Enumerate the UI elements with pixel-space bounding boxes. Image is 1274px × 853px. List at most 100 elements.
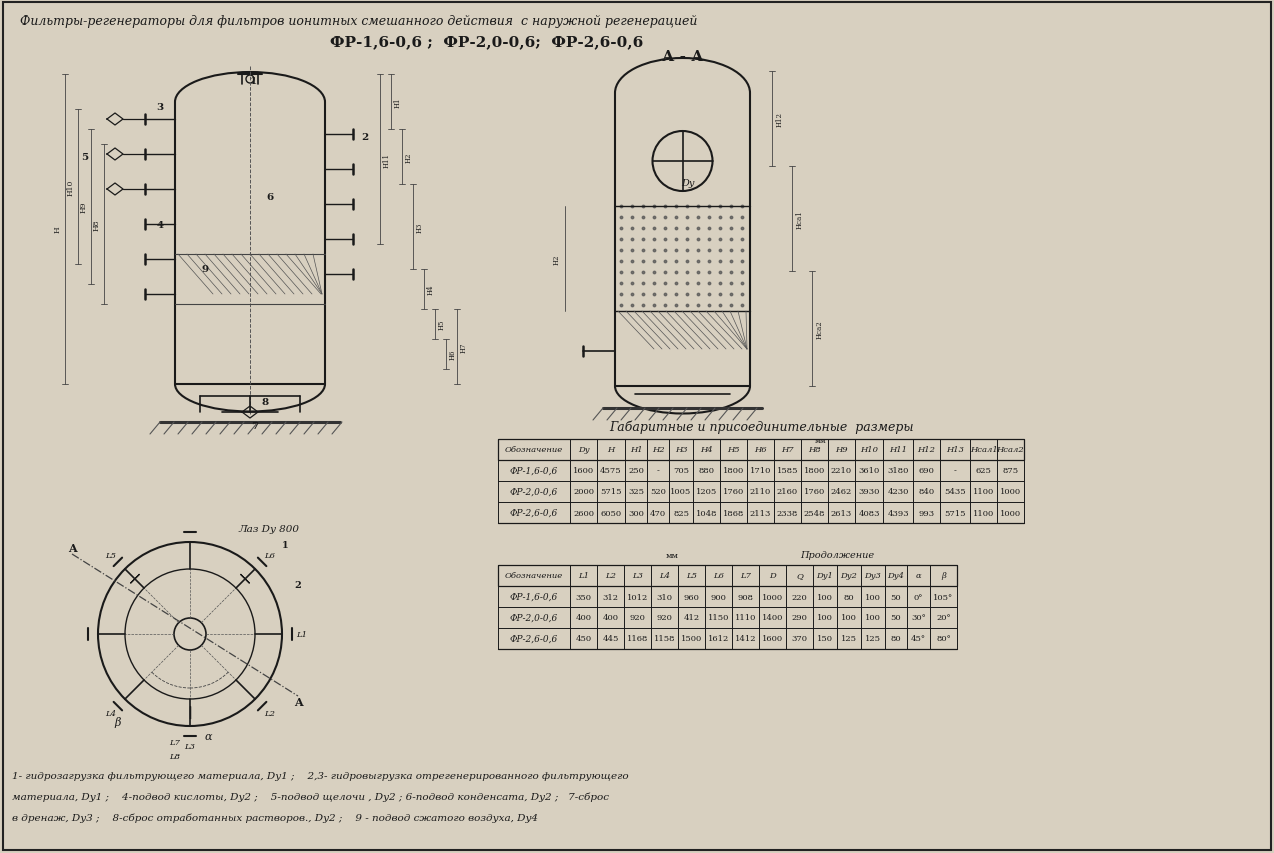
- Text: 3180: 3180: [887, 467, 908, 475]
- Text: 300: 300: [628, 509, 643, 517]
- Text: H: H: [608, 446, 614, 454]
- Text: 880: 880: [698, 467, 715, 475]
- Text: H9: H9: [80, 201, 88, 213]
- Text: 825: 825: [673, 509, 689, 517]
- Bar: [498, 439, 1024, 461]
- Text: L1: L1: [297, 630, 307, 638]
- Text: 125: 125: [841, 635, 857, 643]
- Text: 125: 125: [865, 635, 882, 643]
- Text: H11: H11: [383, 153, 391, 167]
- Text: L3: L3: [185, 742, 195, 750]
- Text: А - А: А - А: [661, 50, 703, 64]
- Text: Нсал2: Нсал2: [996, 446, 1024, 454]
- Text: 80°: 80°: [936, 635, 950, 643]
- Text: 900: 900: [711, 593, 726, 601]
- Text: 6050: 6050: [600, 509, 622, 517]
- Text: 920: 920: [656, 614, 673, 622]
- Text: L3: L3: [632, 572, 643, 580]
- Text: 250: 250: [628, 467, 643, 475]
- Text: 1012: 1012: [627, 593, 648, 601]
- Text: L7: L7: [740, 572, 750, 580]
- Text: 1048: 1048: [696, 509, 717, 517]
- Text: 920: 920: [629, 614, 646, 622]
- Text: 1585: 1585: [777, 467, 799, 475]
- Text: 1: 1: [282, 540, 288, 548]
- Text: 45°: 45°: [911, 635, 926, 643]
- Text: H7: H7: [781, 446, 794, 454]
- Bar: [498, 566, 957, 586]
- Text: H: H: [54, 226, 62, 233]
- Text: -: -: [656, 467, 660, 475]
- Text: мм: мм: [815, 437, 827, 444]
- Text: 1- гидрозагрузка фильтрующего материала, Dy1 ;    2,3- гидровыгрузка отрегенерир: 1- гидрозагрузка фильтрующего материала,…: [11, 771, 628, 780]
- Text: α: α: [204, 731, 211, 741]
- Text: H8: H8: [93, 219, 101, 230]
- Text: H12: H12: [776, 112, 784, 127]
- Text: L4: L4: [106, 710, 116, 717]
- Text: 325: 325: [628, 488, 643, 496]
- Text: 1000: 1000: [1000, 509, 1020, 517]
- Text: 80: 80: [843, 593, 855, 601]
- Text: 960: 960: [684, 593, 699, 601]
- Text: Фильтры-регенераторы для фильтров ионитных смешанного действия  с наружной реген: Фильтры-регенераторы для фильтров ионитн…: [20, 15, 697, 28]
- Text: 2: 2: [294, 580, 302, 589]
- Text: 3: 3: [157, 103, 163, 113]
- Text: 4: 4: [157, 220, 163, 229]
- Text: L7: L7: [169, 738, 181, 746]
- Text: 312: 312: [603, 593, 618, 601]
- Text: 520: 520: [650, 488, 666, 496]
- Text: H3: H3: [417, 222, 424, 232]
- Text: 705: 705: [673, 467, 689, 475]
- Text: H1: H1: [394, 97, 403, 107]
- Text: 5435: 5435: [944, 488, 966, 496]
- Text: 400: 400: [576, 614, 591, 622]
- Text: 1400: 1400: [762, 614, 784, 622]
- Text: H10: H10: [68, 179, 75, 195]
- Text: в дренаж, Dy3 ;    8-сброс отработанных растворов., Dy2 ;    9 - подвод сжатого : в дренаж, Dy3 ; 8-сброс отработанных рас…: [11, 813, 538, 822]
- Text: 50: 50: [891, 614, 901, 622]
- Text: 30°: 30°: [911, 614, 926, 622]
- Text: 1600: 1600: [573, 467, 594, 475]
- Text: 7: 7: [251, 422, 259, 431]
- Text: 1100: 1100: [973, 509, 994, 517]
- Text: L5: L5: [685, 572, 697, 580]
- Text: H5: H5: [727, 446, 740, 454]
- Text: 9: 9: [201, 265, 209, 274]
- Text: β: β: [115, 717, 121, 728]
- Text: A: A: [294, 697, 302, 708]
- Text: 993: 993: [919, 509, 935, 517]
- Text: ФР-2,6-0,6: ФР-2,6-0,6: [510, 635, 558, 643]
- Text: H6: H6: [754, 446, 767, 454]
- Text: Габаритные и присоединительные  размеры: Габаритные и присоединительные размеры: [609, 420, 913, 433]
- Text: 1100: 1100: [973, 488, 994, 496]
- Text: H13: H13: [947, 446, 964, 454]
- Text: H12: H12: [917, 446, 935, 454]
- Text: Dy4: Dy4: [888, 572, 905, 580]
- Text: L4: L4: [659, 572, 670, 580]
- Text: 5: 5: [82, 154, 89, 162]
- Text: 1205: 1205: [696, 488, 717, 496]
- Text: 100: 100: [841, 614, 857, 622]
- Text: 1110: 1110: [735, 614, 757, 622]
- Text: 840: 840: [919, 488, 935, 496]
- Text: 100: 100: [865, 593, 880, 601]
- Text: 8: 8: [261, 398, 269, 407]
- Text: 875: 875: [1003, 467, 1018, 475]
- Text: 100: 100: [817, 614, 833, 622]
- Text: 2000: 2000: [573, 488, 594, 496]
- Text: L1: L1: [578, 572, 589, 580]
- Text: 1600: 1600: [762, 635, 784, 643]
- Text: 100: 100: [817, 593, 833, 601]
- Text: H4: H4: [427, 284, 434, 295]
- Text: 1150: 1150: [708, 614, 729, 622]
- Text: Лаз Dy 800: Лаз Dy 800: [238, 525, 299, 534]
- Text: H3: H3: [675, 446, 687, 454]
- Text: L2: L2: [605, 572, 617, 580]
- Text: 105°: 105°: [934, 593, 953, 601]
- Text: L6: L6: [264, 551, 275, 560]
- Text: β: β: [941, 572, 945, 580]
- Text: 2110: 2110: [750, 488, 771, 496]
- Text: 1500: 1500: [680, 635, 702, 643]
- Text: ФР-1,6-0,6: ФР-1,6-0,6: [510, 592, 558, 601]
- Text: 1710: 1710: [750, 467, 771, 475]
